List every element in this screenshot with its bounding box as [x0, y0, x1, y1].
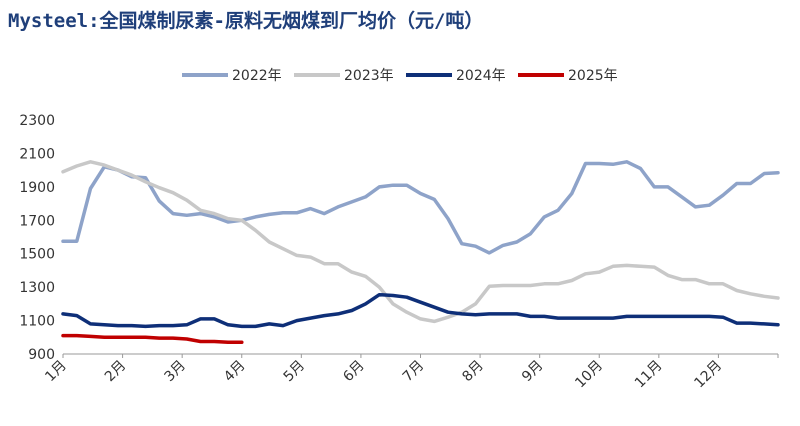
legend-label: 2022年 [232, 68, 282, 84]
y-tick-label: 1500 [19, 247, 55, 263]
x-tick-label: 7月 [400, 358, 428, 386]
legend: 2022年 2023年 2024年 2025年 [182, 68, 618, 84]
y-tick-label: 2300 [19, 113, 55, 129]
x-tick-label: 2月 [102, 358, 130, 386]
legend-label: 2025年 [568, 68, 618, 84]
series-line-2022年 [61, 160, 780, 255]
legend-label: 2023年 [344, 68, 394, 84]
series-line-2023年 [61, 160, 780, 324]
x-tick-label: 3月 [161, 358, 189, 386]
y-tick-label: 1900 [19, 180, 55, 196]
y-tick-label: 1700 [19, 213, 55, 229]
chart-title: Mysteel:全国煤制尿素-原料无烟煤到厂均价（元/吨） [8, 10, 484, 32]
x-tick-label: 4月 [221, 358, 249, 386]
series-line-2024年 [61, 292, 780, 329]
legend-label: 2024年 [456, 68, 506, 84]
x-tick-label: 12月 [691, 358, 725, 392]
y-tick-label: 900 [28, 347, 55, 363]
x-tick-label: 10月 [572, 358, 606, 392]
x-tick-label: 6月 [340, 358, 368, 386]
x-tick-label: 5月 [281, 358, 309, 386]
y-tick-label: 2100 [19, 146, 55, 162]
y-tick-label: 1100 [19, 314, 55, 330]
series-lines [61, 160, 780, 345]
x-tick-label: 8月 [459, 358, 487, 386]
x-tick-label: 9月 [519, 358, 547, 386]
y-tick-label: 1300 [19, 280, 55, 296]
x-tick-label: 11月 [632, 358, 666, 392]
series-line-2025年 [61, 333, 244, 345]
